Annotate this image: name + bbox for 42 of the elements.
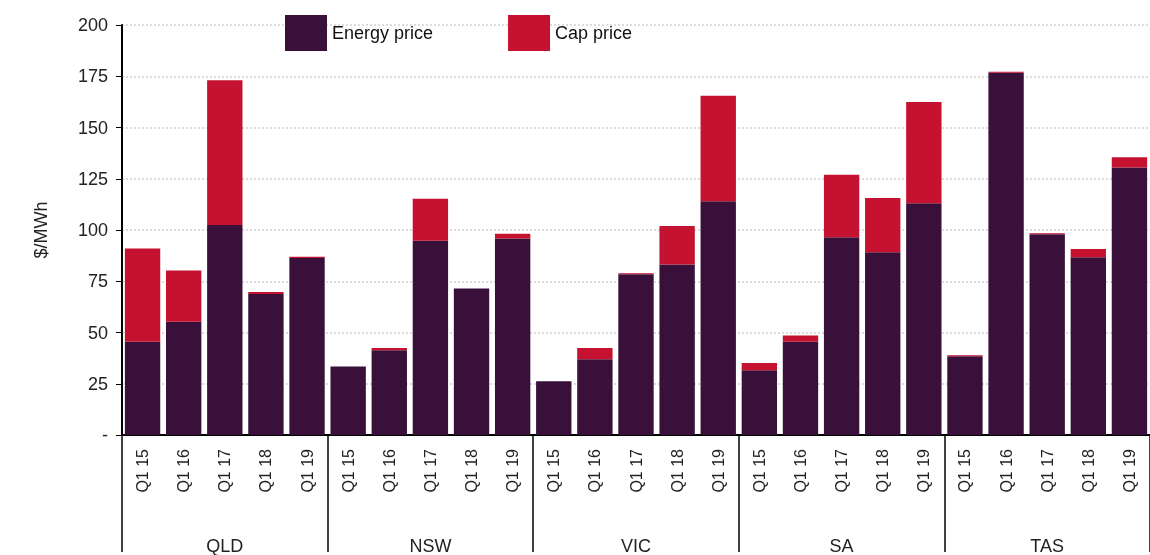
x-tick-label: Q1 19 (504, 448, 522, 493)
legend-label: Cap price (555, 23, 633, 43)
text: TAS (1030, 536, 1065, 555)
x-tick-label: Q1 18 (463, 448, 481, 493)
x-tick-label: Q1 18 (257, 448, 275, 493)
x-tick-label: Q1 15 (134, 448, 152, 493)
x-tick-label: Q1 15 (750, 448, 768, 493)
y-tick-label: 50 (87, 322, 108, 343)
x-tick-label: Q1 17 (833, 448, 851, 493)
x-tick-label: Q1 17 (1038, 448, 1056, 493)
x-tick-label: Q1 19 (1120, 448, 1138, 493)
x-tick-label: Q1 17 (421, 448, 439, 493)
x-tick-label: Q1 16 (175, 448, 193, 493)
text: VIC (620, 536, 652, 555)
x-tick-label: Q1 15 (545, 448, 563, 493)
text: NSW (409, 536, 452, 555)
y-axis-title: $/MWh (31, 201, 51, 259)
x-tick-label: Q1 19 (915, 448, 933, 493)
y-tick-label: 175 (77, 66, 108, 87)
y-tick-label: - (102, 425, 108, 445)
x-tick-label: Q1 15 (339, 448, 357, 493)
y-tick-label: 125 (77, 168, 108, 189)
x-tick-label: Q1 15 (956, 448, 974, 493)
x-tick-label: Q1 16 (380, 448, 398, 493)
x-tick-label: Q1 18 (874, 448, 892, 493)
legend-label: Energy price (332, 23, 434, 43)
x-tick-label: Q1 17 (627, 448, 645, 493)
text: QLD (206, 536, 244, 555)
x-tick-label: Q1 18 (668, 448, 686, 493)
x-tick-label: Q1 18 (1079, 448, 1097, 493)
x-tick-label: Q1 16 (791, 448, 809, 493)
x-tick-label: Q1 16 (997, 448, 1015, 493)
y-tick-label: 150 (77, 117, 108, 138)
x-tick-label: Q1 19 (298, 448, 316, 493)
x-tick-label: Q1 17 (216, 448, 234, 493)
x-tick-label: Q1 16 (586, 448, 604, 493)
y-tick-label: 25 (87, 373, 108, 394)
x-tick-label: Q1 19 (709, 448, 727, 493)
y-tick-label: 100 (77, 220, 108, 240)
y-tick-label: 75 (87, 271, 108, 292)
text: SA (829, 536, 854, 555)
y-tick-label: 200 (77, 15, 108, 35)
